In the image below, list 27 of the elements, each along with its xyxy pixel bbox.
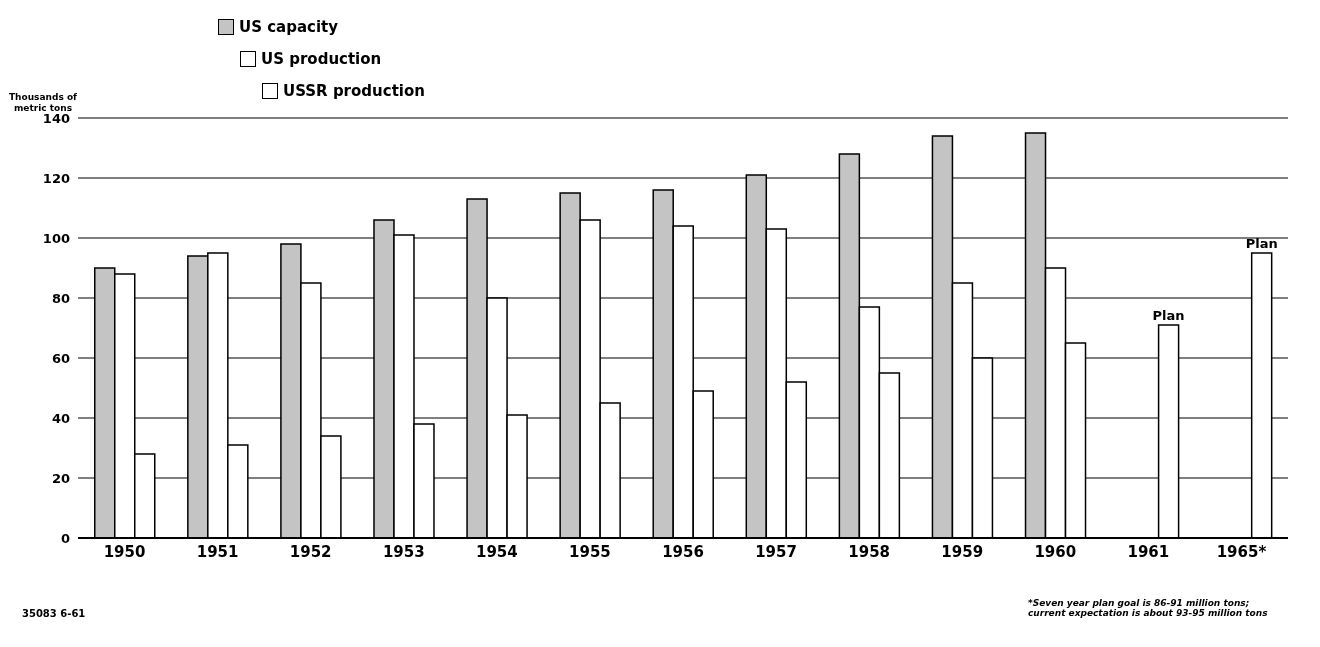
y-tick-label: 120 [42, 170, 70, 186]
x-tick-label: 1959 [941, 542, 984, 561]
x-tick-label: 1957 [755, 542, 797, 561]
x-tick-label: 1950 [103, 542, 146, 561]
legend-label: US capacity [239, 18, 339, 36]
text: 35083 6-61 [22, 608, 86, 619]
data-label: Plan [1245, 236, 1278, 251]
x-tick-label: 1951 [196, 542, 239, 561]
x-tick-label: 1952 [289, 542, 332, 561]
y-tick-label: 100 [42, 230, 70, 246]
y-tick-label: 80 [51, 290, 70, 306]
y-tick-label: 20 [51, 470, 70, 486]
x-tick-label: 1958 [848, 542, 891, 561]
x-tick-label: 1955 [569, 542, 611, 561]
x-tick-label: 1953 [382, 542, 425, 561]
x-tick-label: 1961 [1127, 542, 1170, 561]
y-tick-label: 40 [51, 410, 70, 426]
text: *Seven year plan goal is 86-91 million tons; current expectation is about 93-95 million tons [1028, 598, 1269, 618]
y-tick-label: 0 [60, 530, 70, 546]
x-tick-label: 1956 [662, 542, 704, 561]
y-tick-label: 60 [51, 350, 70, 366]
data-label: Plan [1152, 308, 1185, 323]
legend-label: USSR production [283, 82, 425, 100]
legend-label: US production [261, 50, 382, 68]
x-tick-label: 1954 [475, 542, 518, 561]
x-tick-label: 1960 [1034, 542, 1077, 561]
x-tick-label: 1965* [1216, 542, 1267, 561]
